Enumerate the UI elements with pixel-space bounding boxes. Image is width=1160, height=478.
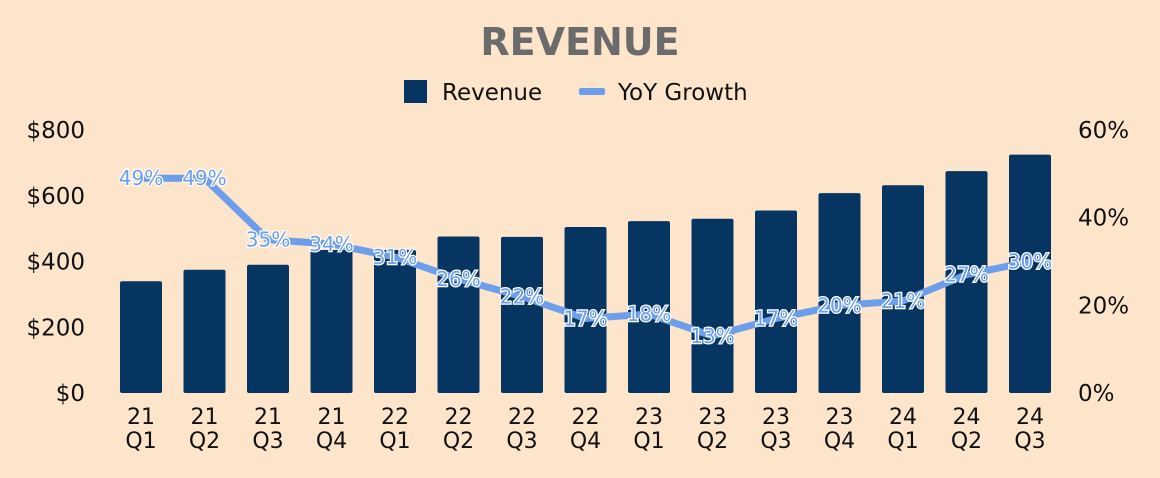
y-left-tick-label: $800 xyxy=(26,118,85,144)
legend-swatch-revenue xyxy=(404,80,427,103)
x-tick-label: 21 Q1 xyxy=(125,405,156,454)
x-tick-label: 24 Q1 xyxy=(887,405,918,454)
chart-title: REVENUE xyxy=(480,20,679,64)
revenue-bar xyxy=(882,185,924,393)
x-tick-label: 24 Q2 xyxy=(951,405,982,454)
growth-data-label: 13% xyxy=(690,324,734,348)
x-tick-label: 23 Q4 xyxy=(824,405,855,454)
y-axis-left: $0 $200 $400 $600 $800 xyxy=(26,118,85,407)
x-tick-label: 21 Q3 xyxy=(252,405,283,454)
revenue-bar xyxy=(1009,154,1051,393)
revenue-bar xyxy=(247,264,289,393)
growth-data-label: 22% xyxy=(500,285,544,309)
growth-data-label: 31% xyxy=(373,245,417,269)
legend-swatch-growth xyxy=(579,88,605,95)
growth-data-label: 35% xyxy=(246,228,290,252)
legend-label-growth: YoY Growth xyxy=(617,80,748,106)
y-left-tick-label: $0 xyxy=(56,381,85,407)
legend-label-revenue: Revenue xyxy=(442,80,542,106)
revenue-bar xyxy=(310,249,353,393)
y-right-tick-label: 0% xyxy=(1078,381,1115,407)
x-tick-label: 22 Q1 xyxy=(379,405,410,454)
revenue-bar xyxy=(945,171,988,393)
x-tick-label: 23 Q2 xyxy=(697,405,728,454)
x-tick-label: 22 Q4 xyxy=(570,405,601,454)
growth-data-label: 21% xyxy=(881,289,925,313)
revenue-bar xyxy=(183,269,226,393)
revenue-bar xyxy=(818,193,861,393)
x-tick-label: 22 Q2 xyxy=(443,405,474,454)
x-axis: 21 Q1 21 Q2 21 Q3 21 Q4 22 Q1 22 Q2 22 Q3 22 Q4 23 Q1 23 Q2… xyxy=(125,405,1045,454)
growth-line-series xyxy=(137,174,1034,340)
revenue-bar xyxy=(501,236,543,393)
x-tick-label: 24 Q3 xyxy=(1014,405,1045,454)
growth-data-label: 26% xyxy=(436,267,480,291)
revenue-bar xyxy=(691,218,734,393)
y-right-tick-label: 20% xyxy=(1078,293,1129,319)
y-left-tick-label: $600 xyxy=(26,184,85,210)
y-left-tick-label: $400 xyxy=(26,250,85,276)
revenue-bar xyxy=(374,249,416,393)
y-right-tick-label: 40% xyxy=(1078,206,1129,232)
y-right-tick-label: 60% xyxy=(1078,118,1129,144)
growth-data-label: 18% xyxy=(627,302,671,326)
revenue-bar xyxy=(120,281,162,393)
growth-data-label: 30% xyxy=(1008,250,1052,274)
y-axis-right: 0% 20% 40% 60% xyxy=(1078,118,1129,407)
growth-data-label: 27% xyxy=(944,263,988,287)
y-left-tick-label: $200 xyxy=(26,315,85,341)
growth-data-label: 49% xyxy=(182,166,226,190)
growth-line xyxy=(137,174,1034,340)
growth-data-label: 17% xyxy=(754,306,798,330)
revenue-bar xyxy=(755,210,797,393)
legend: Revenue YoY Growth xyxy=(404,80,748,106)
revenue-bars xyxy=(120,154,1051,393)
revenue-bar xyxy=(437,236,480,393)
x-tick-label: 21 Q2 xyxy=(189,405,220,454)
growth-data-label: 34% xyxy=(309,232,353,256)
x-tick-label: 22 Q3 xyxy=(506,405,537,454)
growth-data-labels: 49% 49% 35% 34% 31% 26% 22% 17% 18% 13% 17% 20% 21% 2… xyxy=(118,165,1054,349)
revenue-bar xyxy=(628,221,670,393)
growth-data-label: 49% xyxy=(119,166,163,190)
x-tick-label: 23 Q3 xyxy=(760,405,791,454)
revenue-bar xyxy=(564,226,607,393)
growth-data-label: 20% xyxy=(817,293,861,317)
x-tick-label: 23 Q1 xyxy=(633,405,664,454)
x-tick-label: 21 Q4 xyxy=(316,405,347,454)
growth-data-label: 17% xyxy=(563,306,607,330)
